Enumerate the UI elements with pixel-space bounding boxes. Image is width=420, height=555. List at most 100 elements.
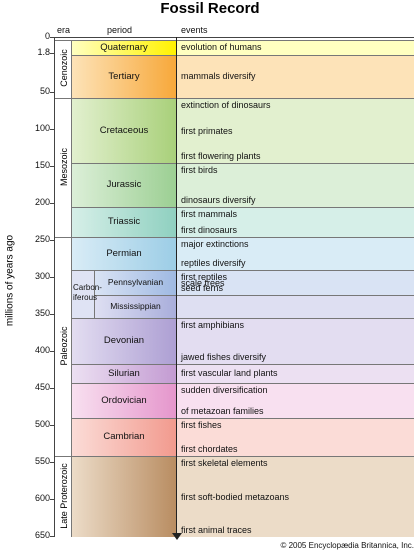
header-era: era	[57, 25, 71, 35]
events-cell	[176, 418, 414, 456]
event: reptiles diversify	[181, 258, 246, 268]
events-cell	[176, 40, 414, 55]
event: dinosaurs diversify	[181, 195, 256, 205]
carboniferous-label: Carbon-	[73, 283, 102, 292]
period-cell	[72, 456, 176, 537]
period-name: Permian	[106, 247, 142, 259]
event: jawed fishes diversify	[181, 352, 267, 362]
period-cell	[72, 207, 176, 237]
event: mammals diversify	[181, 70, 256, 81]
events-cell	[176, 318, 414, 364]
carboniferous-label: iferous	[73, 293, 98, 302]
period-name: Cretaceous	[99, 124, 149, 136]
event: first soft-bodied metazoans	[181, 491, 290, 502]
tick-mark	[50, 462, 54, 463]
tick-mark	[50, 240, 54, 241]
period-cell	[72, 418, 176, 456]
tick-label: 650	[34, 530, 50, 540]
tick-mark	[50, 203, 54, 204]
period-cell	[72, 383, 176, 418]
arrow-head	[172, 533, 182, 540]
period-cell	[72, 364, 176, 383]
period-name: Pennsylvanian	[107, 276, 164, 287]
event: first vascular land plants	[181, 367, 278, 378]
tick-mark	[50, 314, 54, 315]
tick-label: 550	[34, 456, 50, 466]
period-cell	[95, 295, 176, 318]
event: first mammals	[181, 209, 237, 219]
period-name: Devonian	[103, 335, 145, 346]
tick-mark	[50, 37, 54, 38]
tick-mark	[50, 53, 54, 54]
period-cell	[72, 40, 176, 55]
header-rule	[54, 37, 414, 38]
period-name: Quaternary	[100, 41, 148, 53]
era-name: Mesozoic	[58, 147, 69, 186]
event: first flowering plants	[181, 151, 261, 161]
axis-line	[54, 37, 55, 537]
tick-label: 1.8	[37, 47, 50, 57]
tick-label: 250	[34, 234, 50, 244]
events-cell	[176, 383, 414, 418]
period-name: Jurassic	[106, 179, 142, 190]
event: first chordates	[181, 444, 238, 454]
axis-label: millions of years ago	[4, 234, 16, 327]
tick-label: 400	[34, 345, 50, 355]
tick-mark	[50, 388, 54, 389]
event: first dinosaurs	[181, 225, 238, 235]
event: first animal traces	[181, 525, 252, 535]
period-name: Silurian	[108, 367, 140, 379]
event: extinction of dinosaurs	[181, 100, 271, 110]
tick-mark	[50, 129, 54, 130]
footer: © 2005 Encyclopædia Britannica, Inc.	[280, 541, 414, 550]
tick-label: 100	[34, 123, 50, 133]
period-name: Tertiary	[108, 70, 140, 82]
events-cell	[176, 456, 414, 537]
events-cell	[176, 55, 414, 98]
period-name: Cambrian	[103, 431, 145, 442]
event: first skeletal elements	[181, 458, 268, 468]
era-name: Paleozoic	[58, 325, 69, 366]
events-cell	[176, 98, 414, 163]
event: first amphibians	[181, 320, 245, 330]
tick-label: 300	[34, 271, 50, 281]
era-name: Late Proterozoic	[58, 462, 69, 529]
tick-label: 500	[34, 419, 50, 429]
events-cell	[176, 270, 414, 295]
event: seed ferns	[181, 283, 224, 293]
tick-label: 200	[34, 197, 50, 207]
tick-mark	[50, 351, 54, 352]
events-cell	[176, 163, 414, 207]
tick-label: 350	[34, 308, 50, 318]
event: first birds	[181, 165, 218, 175]
event: evolution of humans	[181, 41, 262, 52]
tick-label: 150	[34, 160, 50, 170]
period-cell	[72, 318, 176, 364]
events-cell	[176, 207, 414, 237]
tick-mark	[50, 536, 54, 537]
events-cell	[176, 295, 414, 318]
event: first fishes	[181, 420, 222, 430]
events-cell	[176, 237, 414, 270]
carboniferous-cell	[72, 270, 95, 318]
period-name: Triassic	[107, 216, 141, 227]
event: first primates	[181, 125, 233, 136]
title: Fossil Record	[160, 0, 260, 17]
tick-mark	[50, 166, 54, 167]
period-cell	[72, 163, 176, 207]
event: of metazoan families	[181, 406, 264, 416]
time-arrow	[176, 37, 177, 535]
period-cell	[72, 55, 176, 98]
tick-label: 450	[34, 382, 50, 392]
events-cell	[176, 364, 414, 383]
event: scale trees	[181, 277, 225, 288]
event: sudden diversification	[181, 385, 268, 395]
era-cell	[55, 98, 72, 237]
header-events: events	[181, 25, 208, 35]
period-cell	[72, 98, 176, 163]
era-cell	[55, 237, 72, 456]
era-cell	[55, 40, 72, 98]
tick-mark	[50, 425, 54, 426]
period-name: Ordovician	[101, 394, 147, 406]
header-period: period	[107, 25, 133, 35]
